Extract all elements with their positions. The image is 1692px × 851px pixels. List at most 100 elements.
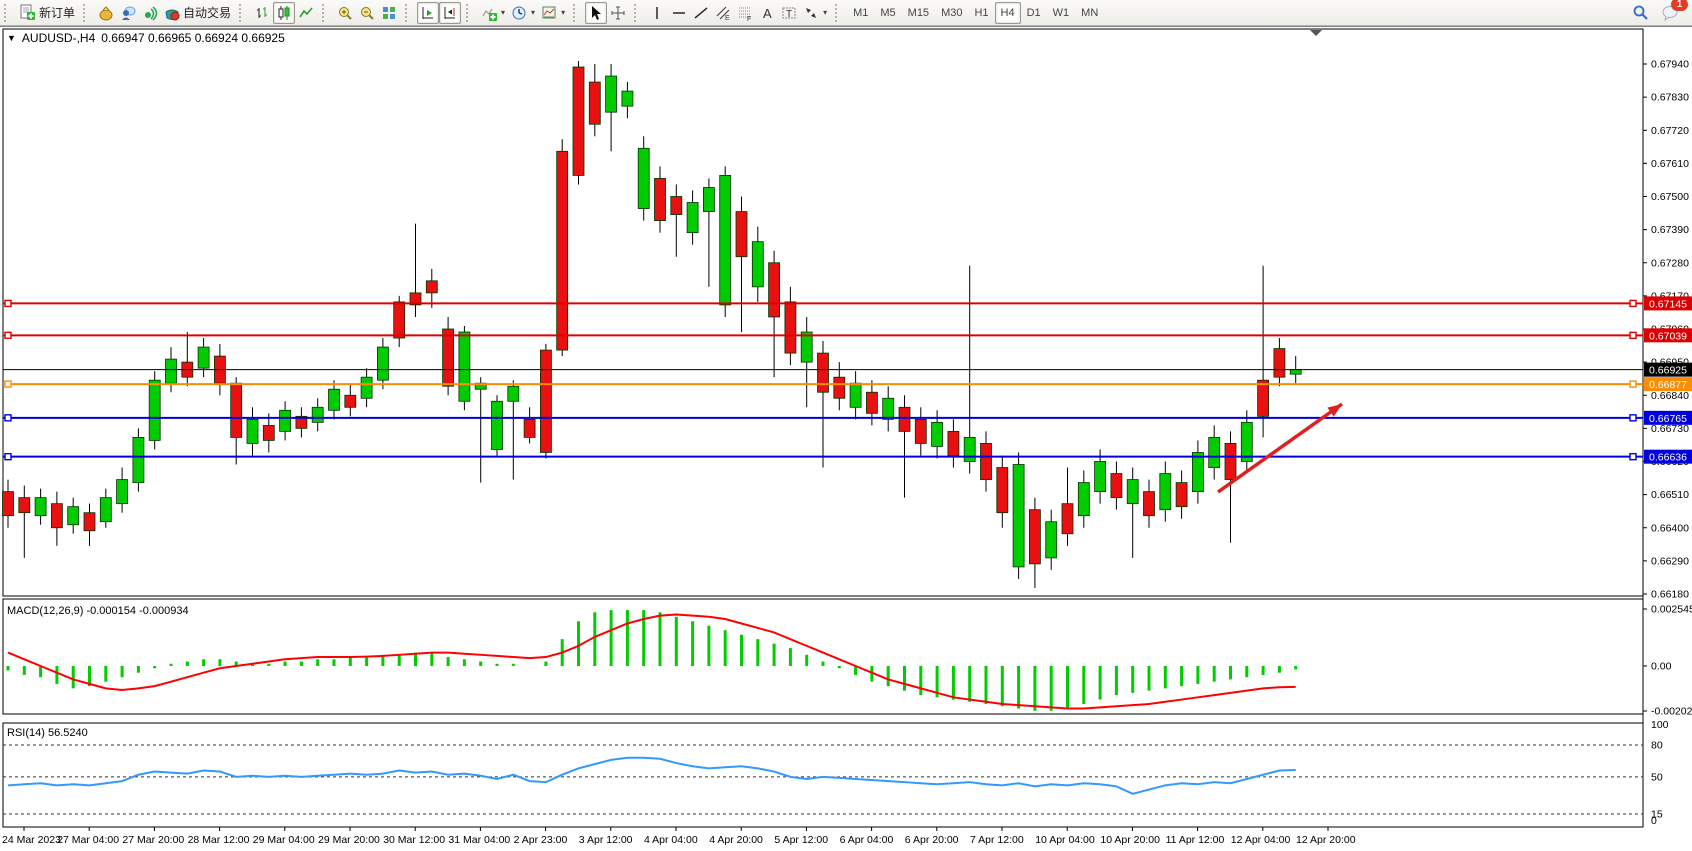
toolbar-separator [405,3,412,22]
svg-text:-0.002026: -0.002026 [1651,706,1692,718]
candlestick [116,479,128,505]
candlestick [1094,461,1106,493]
candlestick [931,421,943,447]
search-icon [1632,4,1649,21]
svg-text:0.67145: 0.67145 [1649,298,1687,310]
timeframe-m1[interactable]: M1 [853,6,869,19]
horizontal-level-line[interactable]: 0.67039 [3,328,1692,343]
svg-text:0.66400: 0.66400 [1651,522,1689,534]
candlestick [654,178,666,221]
macd-panel: 0.002545 0.00 -0.002026 [6,604,1692,718]
dropdown-arrow-icon[interactable]: ▾ [501,8,506,17]
candlestick [1257,379,1269,417]
chart-shift-button[interactable] [439,1,462,24]
price-level-badge [1644,296,1692,311]
macd-signal-line [7,613,1296,710]
svg-text:6 Apr 20:00: 6 Apr 20:00 [905,834,959,846]
collapse-triangle-icon[interactable]: ▼ [7,33,16,43]
toolbar-separator [835,3,842,22]
market-icon [98,5,114,21]
signals-button[interactable] [139,2,161,24]
crosshair-button[interactable] [607,2,629,24]
candlestick [507,385,520,402]
tile-windows-button[interactable] [378,2,400,24]
timeframe-h1[interactable]: H1 [974,6,989,19]
zoom-in-button[interactable] [334,2,356,24]
dropdown-arrow-icon[interactable]: ▾ [561,8,566,17]
arrows-button[interactable]: ▾ [800,2,830,24]
candlestick [197,346,210,369]
timeframe-m5[interactable]: M5 [880,6,896,19]
candlestick [18,497,31,514]
arrows-icon [803,5,819,21]
indicators-button[interactable]: ▾ [478,2,508,24]
price-levels: 0.67145 0.67039 0.66925 0.66877 0.66765 0.666… [3,296,1692,464]
dropdown-arrow-icon[interactable]: ▾ [531,8,536,17]
candlestick [491,400,503,450]
svg-text:0.66730: 0.66730 [1651,423,1689,435]
horizontal-level-line[interactable]: 0.66636 [3,449,1692,464]
candlestick [1208,437,1221,468]
candlestick [800,331,813,363]
community-button[interactable] [117,2,139,24]
toolbar-separator [239,3,246,22]
timeframe-h4[interactable]: H4 [994,1,1021,24]
candlestick [1159,473,1172,511]
auto-scroll-button[interactable] [417,1,440,24]
timeframe-m30[interactable]: M30 [941,6,963,19]
svg-text:0.67390: 0.67390 [1651,224,1689,236]
chart-window[interactable]: 0.67940 0.67830 0.67720 0.67610 0.67500 0.673… [0,26,1692,851]
templates-button[interactable]: ▾ [538,2,568,24]
candlestick [735,211,748,258]
timeframe-mn[interactable]: MN [1081,6,1099,19]
chart-canvas[interactable]: 0.67940 0.67830 0.67720 0.67610 0.67500 0.673… [0,27,1692,851]
toolbar-group-1: 自动交易 [92,1,237,25]
toolbar-separator [83,3,90,22]
candlestick [328,388,340,411]
timeframe-w1[interactable]: W1 [1052,6,1070,19]
autotrading-button[interactable]: 自动交易 [161,2,234,24]
fibonacci-button[interactable]: F [734,2,756,24]
timeframe-d1[interactable]: D1 [1026,6,1041,19]
horizontal-level-line[interactable]: 0.66765 [3,410,1692,425]
trend-arrow[interactable] [1216,402,1344,494]
macd-panel-frame [2,598,1644,715]
market-button[interactable] [95,2,117,24]
line-chart-button[interactable] [295,2,317,24]
zoom-out-button[interactable] [356,2,378,24]
text-button[interactable]: A [756,2,778,24]
timeframe-m15[interactable]: M15 [907,6,930,19]
price-level-badge [1644,328,1692,343]
search-button[interactable] [1629,2,1652,24]
toolbar-separator [4,3,11,22]
cursor-button[interactable] [585,1,608,24]
periods-button[interactable]: ▾ [508,2,538,24]
candlestick [51,503,63,529]
equidistant-channel-button[interactable]: E [712,2,734,24]
vertical-line-button[interactable] [646,2,668,24]
chat-button[interactable]: 1 [1658,0,1688,24]
trendline-button[interactable] [690,2,712,24]
channel-icon: E [715,5,731,21]
bar-chart-button[interactable] [251,2,273,24]
price-level-badge [1644,377,1692,392]
dropdown-arrow-icon[interactable]: ▾ [823,8,828,17]
candlestick [686,202,699,234]
svg-text:A: A [763,6,772,21]
new-order-button[interactable]: 新订单 [16,2,78,24]
horizontal-level-line[interactable]: 0.67145 [3,296,1692,311]
candlestick [768,262,780,318]
toolbar-group-7: E F A T ▾ [643,1,833,25]
toolbar-separator [634,3,641,22]
price-panel-frame [2,28,1644,597]
chart-shift-marker-icon[interactable] [1310,30,1322,36]
horizontal-level-line[interactable]: 0.66877 [3,377,1692,392]
horizontal-line-button[interactable] [668,2,690,24]
current-price-line[interactable]: 0.66925 [3,362,1692,377]
notification-badge: 1 [1671,0,1688,11]
candlestick [980,443,992,480]
candlestick-chart-button[interactable] [273,1,296,24]
signals-icon [142,5,158,21]
text-label-button[interactable]: T [778,2,800,24]
